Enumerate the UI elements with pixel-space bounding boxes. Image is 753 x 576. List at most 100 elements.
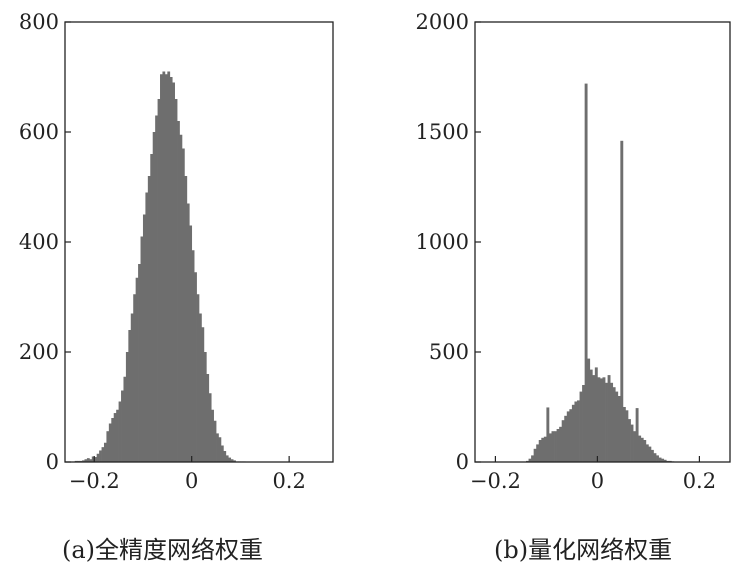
- y-tick-label: 1000: [416, 230, 469, 254]
- histogram-bar: [91, 456, 95, 462]
- histogram-bar: [223, 451, 227, 462]
- histogram-bar: [152, 132, 156, 462]
- histogram-bar: [548, 433, 552, 462]
- histogram-bar: [577, 400, 580, 462]
- histogram-bar: [228, 457, 232, 462]
- y-tick-label: 500: [429, 340, 469, 364]
- histogram-bar: [610, 382, 614, 462]
- histogram-bar: [569, 409, 573, 462]
- histogram-bar: [566, 411, 570, 462]
- histogram-bar: [96, 453, 100, 462]
- x-tick-label: −0.2: [69, 469, 120, 493]
- histogram-bar: [113, 413, 117, 462]
- histogram-bar: [661, 458, 665, 462]
- histogram-bar: [101, 447, 105, 462]
- histogram-bar: [625, 410, 629, 462]
- histogram-bar: [169, 77, 173, 462]
- histogram-bar: [184, 176, 188, 462]
- caption-b: (b)量化网络权重: [494, 536, 673, 564]
- histogram-bar: [536, 444, 540, 462]
- histogram-bar: [559, 426, 563, 462]
- histogram-bar: [533, 448, 537, 462]
- caption-a: (a)全精度网络权重: [62, 536, 264, 564]
- histogram-bar: [630, 424, 634, 462]
- histogram-bar: [174, 99, 178, 462]
- histogram-bar: [638, 435, 642, 462]
- histogram-bar: [125, 352, 129, 462]
- histogram-bar: [617, 396, 621, 462]
- histogram-bar: [94, 457, 98, 462]
- histogram-bar: [531, 455, 534, 462]
- histogram-bar: [99, 450, 102, 462]
- y-tick-label: 400: [19, 230, 59, 254]
- histogram-bar: [142, 214, 146, 462]
- x-tick-label: 0.2: [683, 469, 716, 493]
- histogram-bar: [133, 294, 137, 462]
- histogram-bar: [628, 419, 631, 462]
- histogram-bar: [645, 444, 649, 462]
- histogram-bar: [220, 445, 224, 462]
- histogram-bar: [121, 390, 124, 462]
- histogram-bar: [179, 134, 183, 462]
- histogram-bar: [648, 446, 652, 462]
- y-tick-label: 0: [456, 450, 469, 474]
- histogram-bar: [172, 82, 175, 462]
- chart-a: 0 200 400 600 800 −0.2 0 0.2: [19, 10, 334, 493]
- histogram-bar: [177, 121, 180, 462]
- histogram-bar: [140, 236, 144, 462]
- histogram-bar: [160, 74, 163, 462]
- histogram-bar: [225, 455, 229, 462]
- histogram-bar: [599, 378, 603, 462]
- histogram-bar: [157, 99, 161, 462]
- y-tick-label: 800: [19, 10, 59, 34]
- histogram-bar: [118, 401, 122, 462]
- histogram-bar: [543, 436, 547, 462]
- histogram-bar: [546, 407, 550, 462]
- histogram-bar: [633, 431, 636, 462]
- histogram-bar: [116, 409, 119, 462]
- histogram-bar: [643, 440, 647, 462]
- histogram-bar: [597, 377, 601, 462]
- histogram-bar: [84, 459, 88, 462]
- histogram-bar: [556, 429, 560, 462]
- histogram-bar: [145, 192, 149, 462]
- histogram-bar: [551, 431, 555, 462]
- histogram-bar: [155, 115, 158, 462]
- histogram-bar: [579, 391, 583, 462]
- histogram-bar: [589, 369, 593, 462]
- histogram-bar: [167, 71, 171, 462]
- histogram-bar: [594, 367, 598, 462]
- histogram-bar: [564, 415, 568, 462]
- histogram-bar: [663, 459, 667, 462]
- histogram-bar: [233, 460, 236, 462]
- histogram-bar: [108, 423, 112, 462]
- x-tick-label: −0.2: [470, 469, 521, 493]
- histogram-bar: [103, 442, 107, 462]
- histogram-bar: [582, 385, 585, 462]
- histogram-bar: [658, 457, 662, 462]
- histogram-bar: [605, 382, 608, 462]
- histogram-bar: [584, 83, 588, 462]
- histogram-bar: [206, 374, 210, 462]
- histogram-bar: [640, 437, 644, 462]
- histogram-bar: [218, 437, 222, 462]
- histogram-bar: [615, 391, 619, 462]
- histogram-bar: [106, 431, 110, 462]
- histogram-bar: [230, 459, 234, 462]
- x-tick-label: 0.2: [272, 469, 305, 493]
- histogram-bar: [186, 203, 190, 462]
- x-tick-label: 0: [591, 469, 604, 493]
- x-tick-label: 0: [185, 469, 198, 493]
- y-tick-label: 200: [19, 340, 59, 364]
- histogram-bar: [538, 440, 542, 462]
- histogram-bar: [191, 250, 195, 462]
- histogram-bar: [622, 407, 626, 462]
- histogram-bar: [123, 376, 127, 462]
- histogram-bar: [650, 449, 654, 462]
- histogram-bar: [194, 272, 197, 462]
- histogram-bar: [620, 140, 624, 463]
- histogram-bar: [612, 387, 616, 462]
- histogram-bar: [203, 352, 207, 462]
